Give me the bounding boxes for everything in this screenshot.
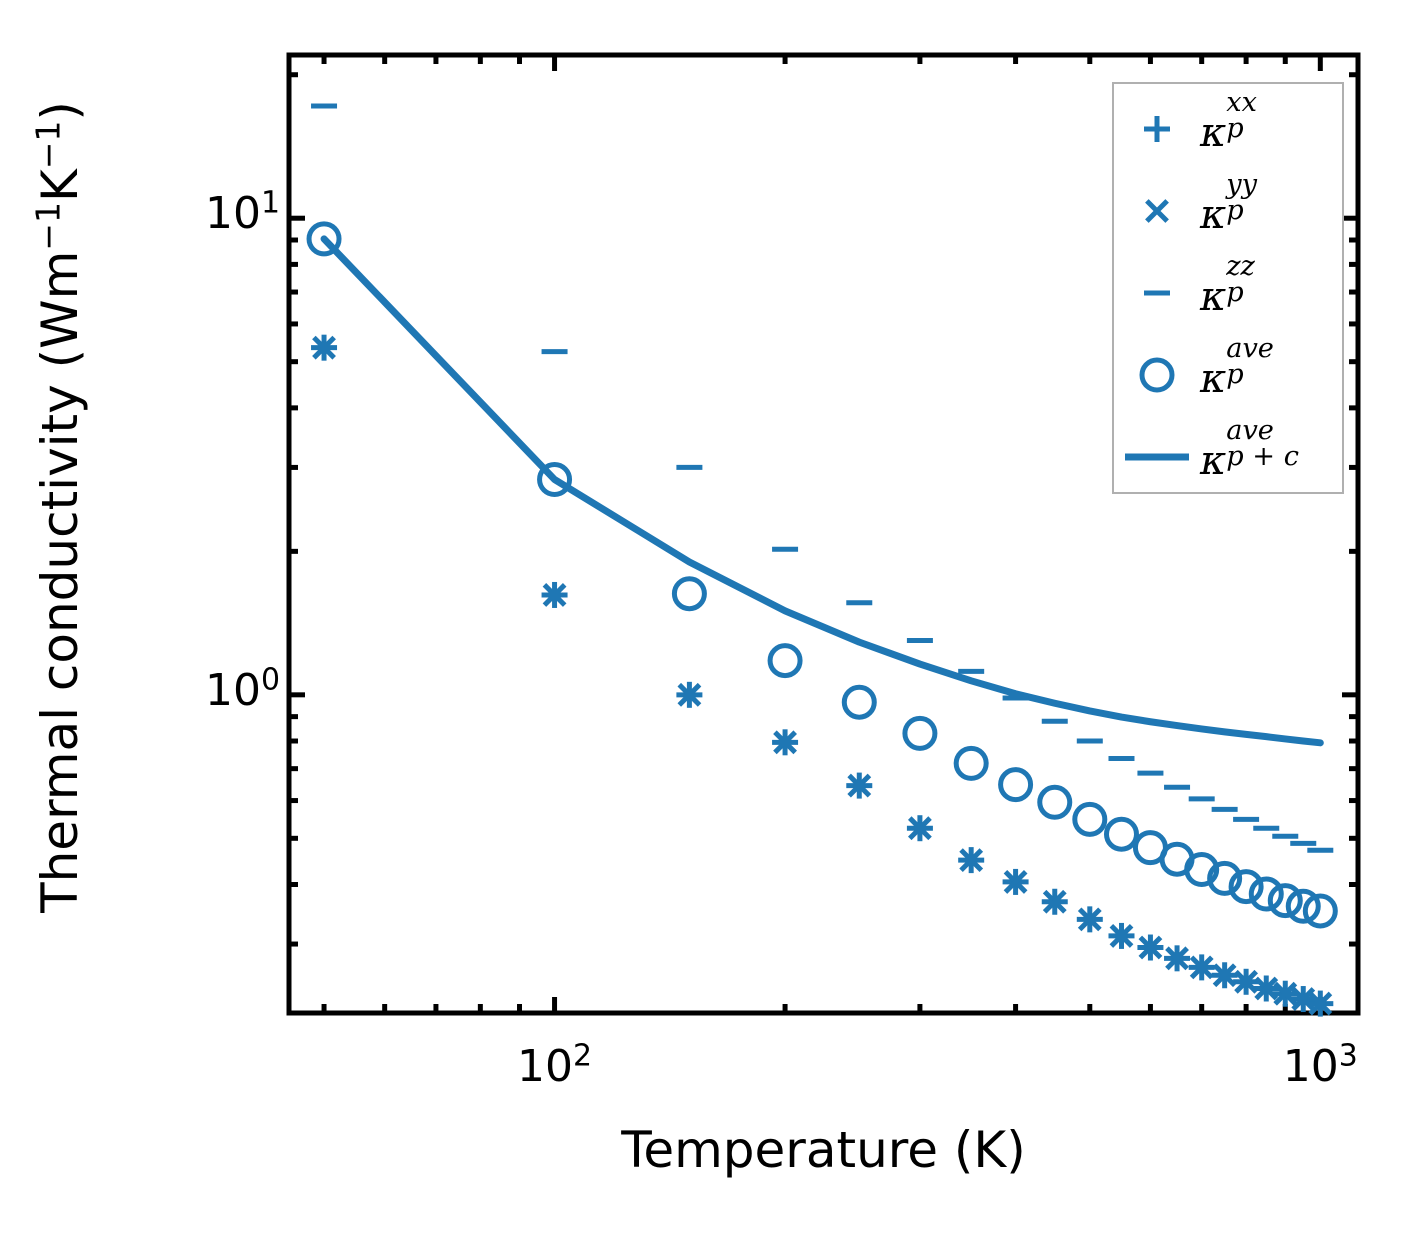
marker-x	[908, 816, 932, 841]
legend-marker-circle-icon	[1114, 334, 1200, 416]
legend-label: κ ave p	[1200, 332, 1274, 402]
series-kappa-p-zz	[311, 103, 1334, 853]
marker-circle	[671, 576, 707, 612]
marker-x	[677, 682, 702, 707]
legend-label: κ ave p + c	[1200, 414, 1299, 484]
marker-x	[542, 583, 567, 607]
marker-x	[847, 773, 872, 798]
marker-circle	[1267, 883, 1303, 919]
legend-marker-hline-icon	[1114, 252, 1200, 334]
marker-circle	[1248, 876, 1284, 912]
marker-x	[1234, 969, 1259, 994]
marker-circle	[1037, 784, 1073, 820]
marker-circle	[1072, 801, 1108, 837]
axes-frame	[286, 52, 1361, 1016]
x-tick-label: 103	[1282, 1038, 1358, 1092]
marker-circle	[902, 715, 938, 751]
marker-circle	[537, 461, 573, 497]
marker-x	[312, 335, 336, 360]
marker-x	[1138, 935, 1163, 960]
x-axis-label: Temperature (K)	[289, 1115, 1358, 1185]
marker-circle	[306, 221, 342, 257]
marker-x	[1165, 946, 1189, 971]
marker-circle	[1139, 357, 1175, 393]
marker-x	[1003, 870, 1028, 894]
legend-label: κ xx p	[1200, 86, 1257, 156]
legend-label: κ zz p	[1200, 250, 1255, 320]
y-tick-label: 101	[204, 185, 280, 240]
legend-marker-plus-icon	[1114, 88, 1200, 170]
y-tick-label: 100	[204, 662, 280, 716]
marker-x	[1308, 991, 1333, 1016]
marker-circle	[767, 643, 803, 679]
marker-x	[1109, 924, 1134, 948]
series-kappa-p-yy	[312, 335, 1333, 1016]
legend-item-p-zz: κ zz p	[1114, 252, 1346, 334]
legend-item-p-xx: κ xx p	[1114, 88, 1346, 170]
legend-item-p-yy: κ yy p	[1114, 170, 1346, 252]
marker-x	[1042, 889, 1067, 914]
marker-x	[1077, 907, 1102, 932]
x-axis-label-text: Temperature (K)	[621, 1121, 1026, 1179]
legend: κ xx p κ yy p κ zz p κ ave p κ ave p + c	[1112, 82, 1344, 494]
marker-circle	[1228, 869, 1264, 905]
marker-circle	[1184, 852, 1220, 888]
axis-ticks	[289, 55, 1358, 1013]
marker-circle	[998, 767, 1034, 803]
legend-label: κ yy p	[1200, 168, 1257, 238]
legend-marker-x-icon	[1114, 170, 1200, 252]
x-tick-label: 102	[517, 1038, 593, 1092]
marker-circle	[1302, 893, 1338, 929]
marker-x	[1254, 976, 1279, 1001]
marker-circle	[1285, 888, 1321, 924]
legend-item-p-ave: κ ave p	[1114, 334, 1346, 416]
marker-x	[1145, 199, 1169, 223]
marker-x	[959, 848, 984, 873]
marker-x	[1212, 963, 1237, 988]
marker-x	[1189, 955, 1214, 980]
series-kappa-p-plus-c-ave	[320, 235, 1324, 747]
marker-x	[773, 730, 797, 755]
series-kappa-p-ave	[306, 221, 1338, 929]
marker-circle	[1207, 860, 1243, 896]
marker-x	[1273, 981, 1298, 1006]
marker-circle	[1103, 816, 1139, 852]
y-axis-tick-labels: 101 100	[150, 0, 280, 1254]
marker-circle	[841, 684, 877, 720]
marker-circle	[953, 745, 989, 781]
line-kappa-p-plus-c-ave	[320, 235, 1324, 747]
marker-x	[1291, 987, 1316, 1011]
legend-marker-line-icon	[1114, 416, 1200, 498]
legend-item-pc-ave: κ ave p + c	[1114, 416, 1346, 498]
